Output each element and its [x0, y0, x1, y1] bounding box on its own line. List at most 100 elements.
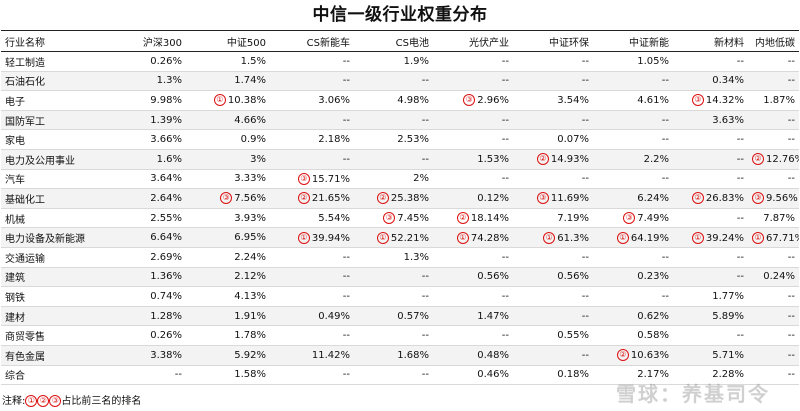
weight-value: 74.28%	[470, 232, 509, 244]
weight-value: --	[421, 75, 429, 87]
column-header: 新材料	[673, 30, 748, 52]
weight-value: 5.89%	[712, 310, 744, 322]
weight-value: --	[736, 251, 744, 263]
weight-value: --	[342, 369, 350, 381]
weight-value: --	[421, 271, 429, 283]
industry-name-cell: 石油石化	[1, 71, 111, 92]
weight-cell: 0.56%	[513, 267, 593, 288]
weight-value: --	[581, 173, 589, 185]
industry-name-cell: 家电	[1, 129, 111, 150]
weight-value: 2.69%	[150, 251, 182, 263]
weight-cell: --	[673, 169, 748, 190]
weight-value: --	[501, 330, 509, 342]
weight-cell: --	[748, 110, 799, 131]
weight-value: 4.61%	[637, 94, 669, 106]
weight-cell: 4.61%	[593, 90, 673, 111]
weight-value: --	[421, 330, 429, 342]
weight-value: --	[736, 330, 744, 342]
weight-cell: 6.64%	[111, 227, 186, 248]
table-row: 国防军工 1.39% 4.66% -- -- -- -- -- 3.63% --	[1, 110, 799, 131]
weight-value: 0.55%	[557, 330, 589, 342]
weight-value: 0.56%	[477, 271, 509, 283]
weight-cell: 0.62%	[593, 306, 673, 327]
weight-cell: --	[748, 247, 799, 268]
weight-value: 1.58%	[234, 369, 266, 381]
weight-cell: 6.95%	[186, 227, 270, 248]
weight-value: 2.53%	[397, 134, 429, 146]
weight-value: 6.95%	[234, 232, 266, 244]
weight-value: --	[501, 173, 509, 185]
weight-cell: --	[593, 110, 673, 131]
weight-value: 5.92%	[234, 349, 266, 361]
rank-marker: ②	[297, 192, 310, 205]
weight-value: --	[421, 153, 429, 165]
weight-value: 39.94%	[311, 232, 350, 244]
weight-cell: 3.54%	[513, 90, 593, 111]
weight-cell: --	[748, 71, 799, 92]
weight-cell: 0.57%	[354, 306, 433, 327]
weight-cell: 3.38%	[111, 345, 186, 366]
weight-cell: --	[593, 129, 673, 150]
weight-value: 10.63%	[630, 350, 669, 362]
weight-cell: --	[748, 306, 799, 327]
weight-cell: --	[270, 325, 354, 346]
weight-cell: 0.34%	[673, 71, 748, 92]
weight-cell: --	[748, 325, 799, 346]
weight-value: --	[736, 271, 744, 283]
weight-value: 1.5%	[240, 55, 266, 67]
weight-cell: --	[270, 286, 354, 307]
rank-marker: ①	[616, 231, 629, 244]
weight-cell: --	[433, 325, 513, 346]
rank-1-marker: ①	[25, 395, 38, 407]
weight-value: 3.66%	[150, 134, 182, 146]
weight-cell: 0.23%	[593, 267, 673, 288]
weight-value: 0.56%	[557, 271, 589, 283]
weight-value: --	[661, 251, 669, 263]
weight-value: 52.21%	[390, 232, 429, 244]
weight-cell: 1.53%	[433, 149, 513, 170]
weight-value: --	[342, 290, 350, 302]
table-row: 电子 9.98% ① 10.38% 3.06% 4.98% ③ 2.96% 3.54% 4.61%…	[1, 90, 799, 111]
weight-cell: --	[673, 267, 748, 288]
weight-cell: 7.19%	[513, 208, 593, 229]
weight-cell: --	[593, 169, 673, 190]
weight-value: --	[787, 75, 795, 87]
table-row: 建材 1.28% 1.91% 0.49% 0.57% 1.47% -- 0.62% 5.89% -…	[1, 306, 799, 327]
weight-cell: 5.92%	[186, 345, 270, 366]
weight-cell: --	[433, 286, 513, 307]
weight-cell: --	[270, 149, 354, 170]
weight-cell: ①67.71%	[748, 227, 799, 248]
weight-cell: ① 61.3%	[513, 227, 593, 248]
table-row: 商贸零售 0.26% 1.78% -- -- -- 0.55% 0.58% -- --	[1, 325, 799, 346]
table-header: 行业名称 沪深300 中证500 CS新能车 CS电池 光伏产业 中证环保 中证新能 新材料 内地…	[1, 30, 799, 52]
weight-cell: ② 21.65%	[270, 188, 354, 209]
weight-cell: --	[593, 247, 673, 268]
weight-value: --	[787, 330, 795, 342]
weight-value: 2.2%	[643, 153, 669, 165]
weight-cell: --	[513, 247, 593, 268]
weight-cell: 1.3%	[354, 247, 433, 268]
rank-marker: ③	[623, 212, 636, 225]
rank-marker: ②	[376, 192, 389, 205]
weight-value: 0.62%	[637, 310, 669, 322]
table-row: 机械 2.55% 3.93% 5.54% ③ 7.45% ② 18.14% 7.19% ③ 7.49…	[1, 208, 799, 229]
weight-cell: ③ 2.96%	[433, 90, 513, 111]
weight-cell: 6.24%	[593, 188, 673, 209]
rank-marker: ②	[691, 192, 704, 205]
weight-value: 0.49%	[318, 310, 350, 322]
weight-value: 6.24%	[637, 192, 669, 204]
weight-value: --	[581, 251, 589, 263]
weight-value: 5.54%	[318, 212, 350, 224]
table-body: 轻工制造 0.26% 1.5% -- 1.9% -- -- 1.05% -- -- 石油石化 1.3%…	[1, 51, 799, 386]
weight-cell: --	[513, 169, 593, 190]
industry-name-cell: 轻工制造	[1, 51, 111, 72]
weight-value: 0.12%	[477, 192, 509, 204]
rank-marker: ①	[213, 94, 226, 107]
weight-cell: --	[270, 365, 354, 386]
weight-value: 9.98%	[150, 94, 182, 106]
weight-cell: ② 14.93%	[513, 149, 593, 170]
weight-value: 1.78%	[234, 330, 266, 342]
weight-value: --	[501, 290, 509, 302]
weight-value: --	[787, 310, 795, 322]
